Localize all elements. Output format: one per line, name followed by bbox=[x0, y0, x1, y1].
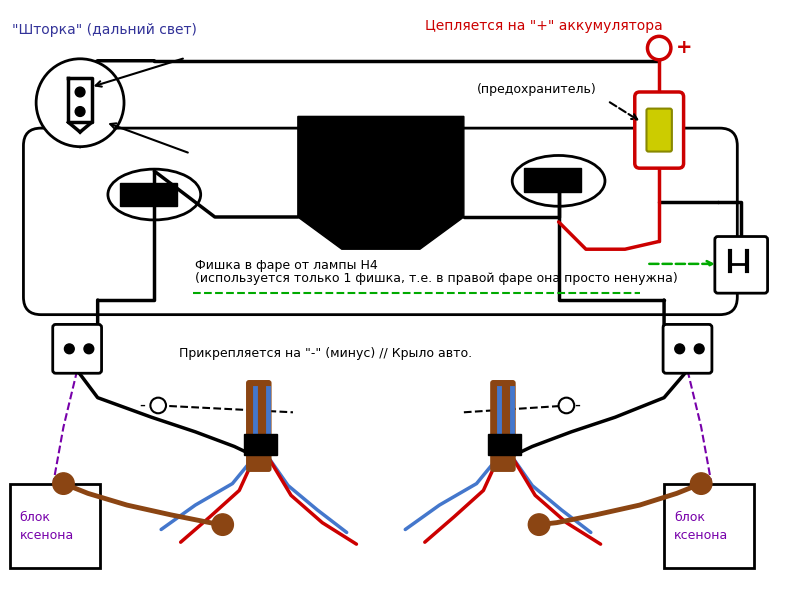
FancyBboxPatch shape bbox=[244, 434, 278, 455]
FancyBboxPatch shape bbox=[488, 434, 522, 455]
Circle shape bbox=[528, 514, 550, 535]
FancyBboxPatch shape bbox=[491, 452, 514, 471]
Circle shape bbox=[84, 344, 94, 354]
Text: блок
ксенона: блок ксенона bbox=[674, 511, 728, 542]
FancyBboxPatch shape bbox=[663, 325, 712, 373]
Circle shape bbox=[558, 398, 574, 413]
Text: "Шторка" (дальний свет): "Шторка" (дальний свет) bbox=[12, 23, 197, 37]
Polygon shape bbox=[298, 116, 464, 249]
Ellipse shape bbox=[108, 169, 201, 220]
Text: -: - bbox=[140, 395, 146, 413]
Circle shape bbox=[694, 344, 704, 354]
Text: блок
ксенона: блок ксенона bbox=[19, 511, 74, 542]
Circle shape bbox=[36, 59, 124, 146]
FancyBboxPatch shape bbox=[120, 183, 177, 206]
FancyBboxPatch shape bbox=[247, 452, 270, 471]
Text: -: - bbox=[574, 395, 580, 413]
FancyBboxPatch shape bbox=[634, 92, 683, 168]
Circle shape bbox=[53, 473, 74, 494]
FancyBboxPatch shape bbox=[715, 236, 767, 293]
Circle shape bbox=[212, 514, 234, 535]
FancyBboxPatch shape bbox=[646, 109, 672, 152]
Circle shape bbox=[65, 344, 74, 354]
Text: Цепляется на "+" аккумулятора: Цепляется на "+" аккумулятора bbox=[425, 19, 662, 34]
FancyBboxPatch shape bbox=[247, 381, 270, 439]
FancyBboxPatch shape bbox=[23, 128, 738, 314]
FancyBboxPatch shape bbox=[664, 484, 754, 568]
Text: Фишка в фаре от лампы Н4: Фишка в фаре от лампы Н4 bbox=[195, 259, 378, 272]
Text: +: + bbox=[676, 38, 692, 57]
Circle shape bbox=[150, 398, 166, 413]
FancyBboxPatch shape bbox=[525, 168, 581, 191]
FancyBboxPatch shape bbox=[53, 325, 102, 373]
Circle shape bbox=[690, 473, 712, 494]
Circle shape bbox=[647, 37, 671, 60]
FancyBboxPatch shape bbox=[10, 484, 100, 568]
Text: (используется только 1 фишка, т.е. в правой фаре она просто ненужна): (используется только 1 фишка, т.е. в пра… bbox=[195, 272, 678, 286]
Circle shape bbox=[75, 87, 85, 97]
Ellipse shape bbox=[512, 155, 605, 206]
Circle shape bbox=[75, 107, 85, 116]
Circle shape bbox=[675, 344, 685, 354]
Text: (предохранитель): (предохранитель) bbox=[477, 83, 596, 96]
FancyBboxPatch shape bbox=[491, 381, 514, 439]
Text: Прикрепляется на "-" (минус) // Крыло авто.: Прикрепляется на "-" (минус) // Крыло ав… bbox=[178, 347, 472, 359]
